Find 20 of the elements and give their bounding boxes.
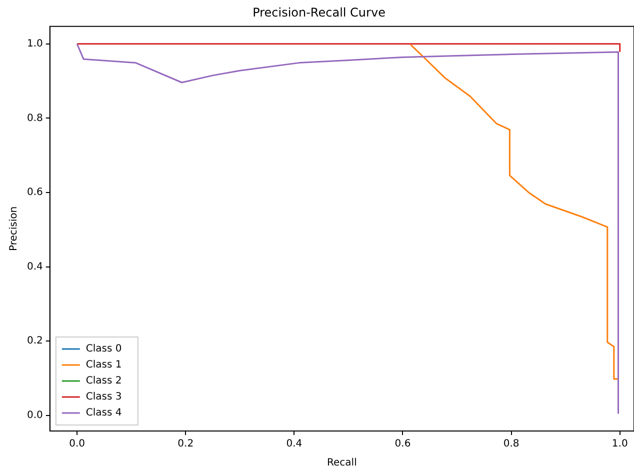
x-tick-label: 1.0 — [612, 438, 628, 450]
chart-title: Precision-Recall Curve — [252, 5, 386, 20]
x-tick-label: 0.0 — [69, 438, 85, 450]
y-tick-label: 1.0 — [26, 38, 43, 50]
y-tick-label: 0.4 — [26, 261, 43, 272]
x-tick-label: 0.6 — [394, 438, 411, 450]
y-tick-label: 0.6 — [26, 187, 43, 198]
x-tick-label: 0.8 — [503, 438, 520, 450]
y-axis-title: Precision — [8, 206, 20, 252]
legend-label: Class 4 — [86, 408, 122, 419]
x-tick-label: 0.2 — [178, 438, 194, 450]
y-tick-label: 0.8 — [26, 112, 43, 124]
y-tick-label: 0.0 — [26, 410, 43, 421]
legend-label: Class 1 — [86, 360, 122, 371]
legend-label: Class 2 — [86, 376, 122, 387]
y-tick-label: 0.2 — [26, 336, 43, 347]
legend-label: Class 0 — [86, 344, 122, 355]
x-axis-title: Recall — [327, 458, 357, 469]
legend-label: Class 3 — [86, 392, 122, 403]
x-tick-label: 0.4 — [286, 438, 302, 450]
